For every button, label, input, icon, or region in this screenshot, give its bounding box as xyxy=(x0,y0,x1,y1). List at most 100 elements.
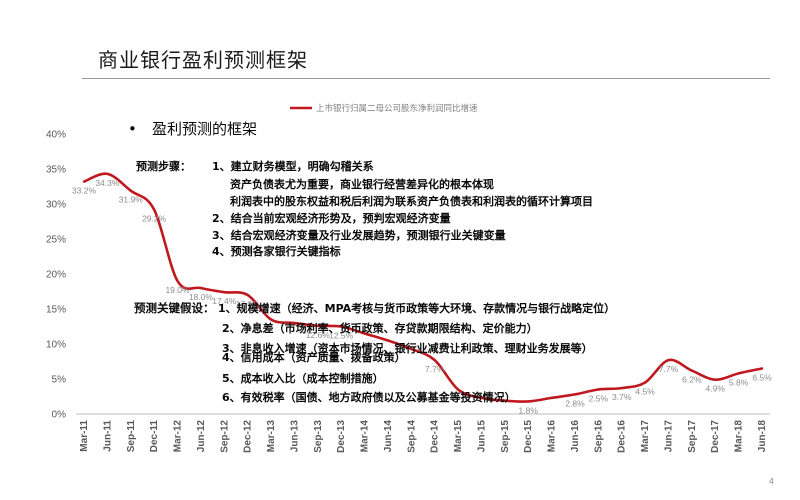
data-point xyxy=(246,293,249,297)
step-item: 1、建立财务模型，明确勾稽关系 xyxy=(212,160,374,173)
bullet-symbol: • xyxy=(128,120,137,138)
x-tick-label: Sep-16 xyxy=(593,420,604,453)
y-tick-label: 30% xyxy=(46,200,66,211)
x-tick-label: Sep-11 xyxy=(126,420,137,453)
data-point xyxy=(550,396,553,400)
x-tick-label: Mar-17 xyxy=(640,420,651,453)
data-point xyxy=(106,172,109,176)
title-divider xyxy=(82,78,770,79)
step-item: 4、预测各家银行关键指标 xyxy=(212,245,341,258)
x-tick-label: Mar-16 xyxy=(547,420,558,453)
driver-item: 6、有效税率（国债、地方政府债以及公募基金等投资情况） xyxy=(222,391,516,404)
data-label: 29.2% xyxy=(142,214,167,224)
x-tick-label: Mar-15 xyxy=(453,420,464,453)
x-tick-label: Jun-14 xyxy=(383,420,394,453)
y-tick-label: 20% xyxy=(46,270,66,281)
x-tick-label: Mar-18 xyxy=(734,420,745,453)
x-tick-label: Dec-15 xyxy=(523,420,534,453)
data-point xyxy=(199,286,203,290)
framework-bullet: • 盈利预测的框架 xyxy=(128,118,257,139)
data-label: 34.3% xyxy=(95,178,120,188)
y-tick-label: 5% xyxy=(52,375,67,386)
data-point xyxy=(643,381,647,384)
step-item: 资产负债表尤为重要，商业银行经营差异化的根本体现 xyxy=(230,178,494,191)
data-point xyxy=(503,399,507,402)
y-tick-label: 15% xyxy=(46,305,66,316)
y-tick-label: 40% xyxy=(46,130,66,141)
data-label: 17.4% xyxy=(212,296,237,306)
x-tick-label: Jun-16 xyxy=(570,420,581,453)
data-point xyxy=(293,321,296,325)
data-label: 18.0% xyxy=(189,292,214,302)
data-point xyxy=(760,367,764,370)
data-point xyxy=(456,388,460,391)
data-point xyxy=(363,332,366,335)
page-title: 商业银行盈利预测框架 xyxy=(98,48,308,72)
legend-label: 上市银行归属二母公司股东净利润同比增速 xyxy=(316,103,478,114)
data-point xyxy=(527,400,530,403)
data-label: 33.2% xyxy=(72,186,97,196)
driver-item: 1、规模增速（经济、MPA考核与货币政策等大环境、存款情况与银行战略定位） xyxy=(218,302,616,315)
data-point xyxy=(82,180,86,183)
data-label: 7.7% xyxy=(659,364,679,374)
step-item: 3、结合宏观经济变量及行业发展趋势，预测银行业关键变量 xyxy=(212,229,506,242)
x-tick-label: Jun-18 xyxy=(757,420,768,453)
data-point xyxy=(714,378,717,381)
series-line xyxy=(83,172,763,403)
chart-legend: 上市银行归属二母公司股东净利润同比增速 xyxy=(290,103,478,114)
data-label: 12.6% xyxy=(306,330,331,340)
x-tick-label: Mar-11 xyxy=(79,420,90,452)
x-tick-label: Dec-16 xyxy=(617,420,628,453)
data-point xyxy=(129,189,132,192)
drivers-title: 预测关键假设： xyxy=(134,301,215,315)
x-tick-label: Dec-13 xyxy=(336,420,347,453)
x-tick-label: Dec-17 xyxy=(710,420,721,453)
data-point xyxy=(339,325,343,328)
data-label: 5.8% xyxy=(729,377,749,387)
x-tick-label: Dec-12 xyxy=(243,420,254,453)
x-tick-label: Sep-14 xyxy=(406,420,417,453)
series-line-group xyxy=(82,172,764,403)
data-label: 19.0% xyxy=(165,285,190,295)
x-tick-label: Jun-15 xyxy=(476,420,487,453)
data-point xyxy=(620,386,623,390)
y-tick-label: 0% xyxy=(52,410,67,421)
step-item: 利润表中的股东权益和税后利润为联系资产负债表和利润表的循环计算项目 xyxy=(230,195,593,208)
data-label: 3.7% xyxy=(612,392,632,402)
data-point xyxy=(737,372,740,375)
data-point xyxy=(480,396,483,400)
data-point xyxy=(597,388,600,391)
x-tick-label: Sep-12 xyxy=(219,420,230,453)
x-tick-label: Jun-11 xyxy=(102,420,113,452)
framework-heading: 盈利预测的框架 xyxy=(152,120,258,138)
data-point xyxy=(152,208,156,211)
y-tick-label: 35% xyxy=(46,165,66,176)
y-axis: 0% 5% 10% 15% 20% 25% 30% 35% 40% xyxy=(46,130,66,421)
data-label: 4.5% xyxy=(635,387,655,397)
data-label: 31.9% xyxy=(119,195,144,205)
data-label: 1.8% xyxy=(519,405,539,415)
data-point xyxy=(690,369,694,372)
data-label: 6.5% xyxy=(752,373,772,383)
x-tick-label: Jun-12 xyxy=(196,420,207,453)
x-axis: Mar-11 Jun-11 Sep-11 Dec-11 Mar-12 Jun-12 Sep-… xyxy=(76,413,770,453)
data-label: 2.5% xyxy=(589,394,609,404)
page-number: 4 xyxy=(768,477,774,486)
data-label: 2.8% xyxy=(565,398,585,408)
driver-item: 2、净息差（市场利率、货币政策、存贷款期限结构、定价能力） xyxy=(222,322,538,335)
data-point xyxy=(269,318,273,321)
data-point xyxy=(386,339,390,342)
driver-item: 3、非息收入增速（资本市场情况、银行业减费让利政策、理财业务发展等） xyxy=(222,342,593,355)
x-tick-label: Sep-17 xyxy=(687,420,698,453)
x-tick-label: Mar-13 xyxy=(266,420,277,453)
data-point xyxy=(316,324,319,327)
data-point xyxy=(573,393,577,396)
x-tick-label: Dec-14 xyxy=(430,420,441,453)
x-tick-label: Jun-13 xyxy=(289,420,300,453)
data-point xyxy=(223,291,226,294)
data-label: 12.5% xyxy=(329,331,354,341)
driver-item: 5、成本收入比（成本控制措施） xyxy=(222,372,384,385)
data-label: 17.0% xyxy=(236,299,261,309)
data-point xyxy=(410,347,413,351)
